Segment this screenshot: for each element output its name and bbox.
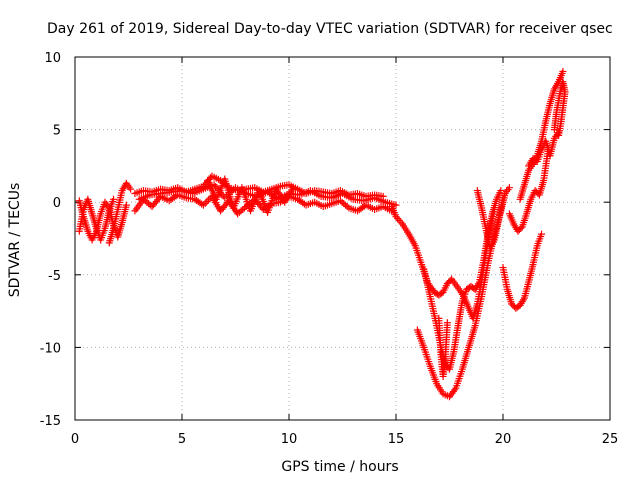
data-point <box>205 196 213 204</box>
plot-frame <box>74 56 611 421</box>
data-point <box>559 68 567 76</box>
y-tick-labels: -15 -10 -5 0 5 10 <box>40 51 61 429</box>
x-tick-label: 0 <box>71 432 79 447</box>
axis-ticks <box>74 56 611 421</box>
data-point <box>395 216 403 224</box>
grid-lines <box>75 57 610 420</box>
data-point <box>201 199 209 207</box>
data-point <box>392 201 400 209</box>
data-point <box>110 195 118 203</box>
data-point <box>289 184 297 192</box>
x-tick-label: 10 <box>281 432 298 447</box>
data-point <box>499 194 507 202</box>
y-tick-label: 5 <box>53 124 61 139</box>
data-point <box>555 129 563 137</box>
data-point <box>517 224 525 232</box>
x-tick-label: 5 <box>178 432 186 447</box>
data-point <box>127 185 135 193</box>
x-axis-label: GPS time / hours <box>281 459 398 475</box>
data-point <box>122 201 130 209</box>
y-tick-label: -5 <box>48 269 61 284</box>
data-point <box>497 187 505 195</box>
y-tick-label: 0 <box>53 196 61 211</box>
data-point <box>538 230 546 238</box>
x-tick-label: 20 <box>495 432 512 447</box>
data-points <box>75 68 569 401</box>
y-tick-label: 10 <box>44 51 61 66</box>
data-point <box>343 203 351 211</box>
data-point <box>443 319 451 327</box>
x-tick-label: 15 <box>388 432 405 447</box>
data-point <box>505 184 513 192</box>
y-axis-label: SDTVAR / TECUs <box>7 183 23 298</box>
x-tick-labels: 0 5 10 15 20 25 <box>71 432 618 447</box>
x-tick-label: 25 <box>602 432 619 447</box>
y-tick-label: -15 <box>40 414 61 429</box>
y-tick-label: -10 <box>40 341 61 356</box>
chart-title: Day 261 of 2019, Sidereal Day-to-day VTE… <box>47 21 613 37</box>
